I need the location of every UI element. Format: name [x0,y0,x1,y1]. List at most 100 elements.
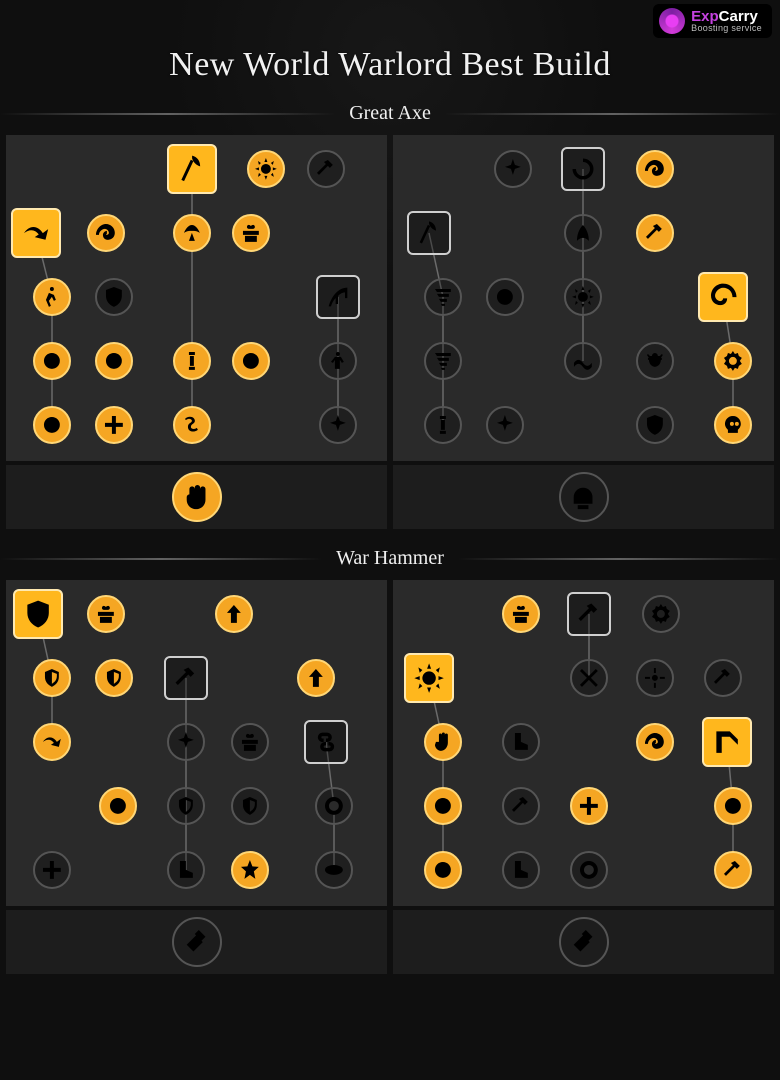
skill-node-wh-r-r5d[interactable] [714,851,752,889]
skill-node-ga-l-r1c[interactable] [307,150,345,188]
skill-node-wh-r-r5a[interactable] [424,851,462,889]
skill-node-wh-l-r2a[interactable] [33,659,71,697]
capstone-row [6,910,387,974]
skill-node-ga-l-r4a[interactable] [33,342,71,380]
page-root: ExpCarry Boosting service New World Warl… [0,0,780,1080]
tree-column [6,135,387,529]
skill-node-ga-l-r5d[interactable] [319,406,357,444]
skill-node-ga-r-r5b[interactable] [486,406,524,444]
skill-node-ga-l-r3a[interactable] [33,278,71,316]
brand-name: ExpCarry [691,9,762,24]
rule-left [0,558,322,560]
skill-node-wh-r-r2c[interactable] [636,659,674,697]
skill-node-ga-l-r4b[interactable] [95,342,133,380]
skill-node-ga-l-r5b[interactable] [95,406,133,444]
skill-node-wh-l-r3b[interactable] [167,723,205,761]
skill-node-ga-r-r5c[interactable] [636,406,674,444]
skill-node-ga-l-r2d[interactable] [232,214,270,252]
skill-node-wh-l-r5b[interactable] [167,851,205,889]
skill-node-wh-l-r4b[interactable] [167,787,205,825]
skill-node-ga-l-r1a[interactable] [167,144,217,194]
skill-node-ga-r-r2a[interactable] [407,211,451,255]
skill-node-wh-l-r5d[interactable] [315,851,353,889]
skill-node-ga-l-r2b[interactable] [87,214,125,252]
weapon-grid [0,135,780,529]
capstone-node[interactable] [172,917,222,967]
skill-node-ga-r-r1a[interactable] [494,150,532,188]
skill-node-ga-r-r3c[interactable] [564,278,602,316]
skill-node-ga-r-r2c[interactable] [636,214,674,252]
skill-node-ga-l-r3c[interactable] [316,275,360,319]
skill-node-wh-r-r4d[interactable] [714,787,752,825]
skill-node-ga-l-r3b[interactable] [95,278,133,316]
skill-node-ga-r-r3d[interactable] [698,272,748,322]
skill-node-wh-l-r2d[interactable] [297,659,335,697]
brand-logo-icon [659,8,685,34]
skill-node-ga-l-r2c[interactable] [173,214,211,252]
rule-right [445,113,780,115]
skill-node-ga-r-r4b[interactable] [564,342,602,380]
skill-node-ga-r-r3b[interactable] [486,278,524,316]
skill-node-wh-l-r3a[interactable] [33,723,71,761]
skill-node-wh-l-r4c[interactable] [231,787,269,825]
skill-node-ga-r-r5a[interactable] [424,406,462,444]
tree-column [393,580,774,974]
skill-node-wh-r-r2d[interactable] [704,659,742,697]
skill-node-ga-l-r5c[interactable] [173,406,211,444]
skill-tree-right [393,135,774,461]
skill-node-wh-l-r4a[interactable] [99,787,137,825]
skill-node-wh-r-r4b[interactable] [502,787,540,825]
skill-node-ga-l-r1b[interactable] [247,150,285,188]
skill-node-wh-r-r2a[interactable] [404,653,454,703]
skill-node-ga-r-r5d[interactable] [714,406,752,444]
capstone-node[interactable] [172,472,222,522]
skill-node-wh-r-r3a[interactable] [424,723,462,761]
skill-node-ga-r-r4d[interactable] [714,342,752,380]
skill-node-ga-l-r5a[interactable] [33,406,71,444]
skill-node-wh-r-r5c[interactable] [570,851,608,889]
skill-node-wh-l-r1c[interactable] [215,595,253,633]
skill-node-ga-r-r3a[interactable] [424,278,462,316]
skill-node-ga-r-r2b[interactable] [564,214,602,252]
skill-node-ga-r-r1c[interactable] [636,150,674,188]
skill-node-wh-l-r3c[interactable] [231,723,269,761]
brand-badge[interactable]: ExpCarry Boosting service [653,4,772,38]
skill-node-ga-l-r4d[interactable] [232,342,270,380]
weapon-grid [0,580,780,974]
capstone-row [6,465,387,529]
rule-right [458,558,780,560]
skill-node-ga-l-r4c[interactable] [173,342,211,380]
skill-node-wh-r-r2b[interactable] [570,659,608,697]
skill-node-wh-l-r3d[interactable] [304,720,348,764]
skill-tree-left [6,580,387,906]
skill-node-ga-r-r4c[interactable] [636,342,674,380]
capstone-node[interactable] [559,917,609,967]
skill-node-ga-l-r2a[interactable] [11,208,61,258]
skill-node-wh-r-r4a[interactable] [424,787,462,825]
skill-node-wh-l-r4d[interactable] [315,787,353,825]
skill-node-ga-l-r4e[interactable] [319,342,357,380]
skill-node-wh-r-r3d[interactable] [702,717,752,767]
skill-node-wh-l-r2b[interactable] [95,659,133,697]
skill-node-wh-r-r1a[interactable] [502,595,540,633]
skill-node-wh-r-r1c[interactable] [642,595,680,633]
skill-tree-right [393,580,774,906]
skill-node-wh-r-r1b[interactable] [567,592,611,636]
skill-node-ga-r-r4a[interactable] [424,342,462,380]
skill-node-wh-r-r5b[interactable] [502,851,540,889]
weapon-name: Great Axe [349,102,431,125]
skill-node-wh-r-r3c[interactable] [636,723,674,761]
tree-column [393,135,774,529]
skill-node-ga-r-r1b[interactable] [561,147,605,191]
skill-node-wh-l-r2c[interactable] [164,656,208,700]
skill-node-wh-l-r5a[interactable] [33,851,71,889]
capstone-row [393,910,774,974]
skill-node-wh-r-r4c[interactable] [570,787,608,825]
tree-column [6,580,387,974]
capstone-node[interactable] [559,472,609,522]
skill-node-wh-r-r3b[interactable] [502,723,540,761]
skill-node-wh-l-r1b[interactable] [87,595,125,633]
capstone-row [393,465,774,529]
skill-node-wh-l-r1a[interactable] [13,589,63,639]
skill-node-wh-l-r5c[interactable] [231,851,269,889]
